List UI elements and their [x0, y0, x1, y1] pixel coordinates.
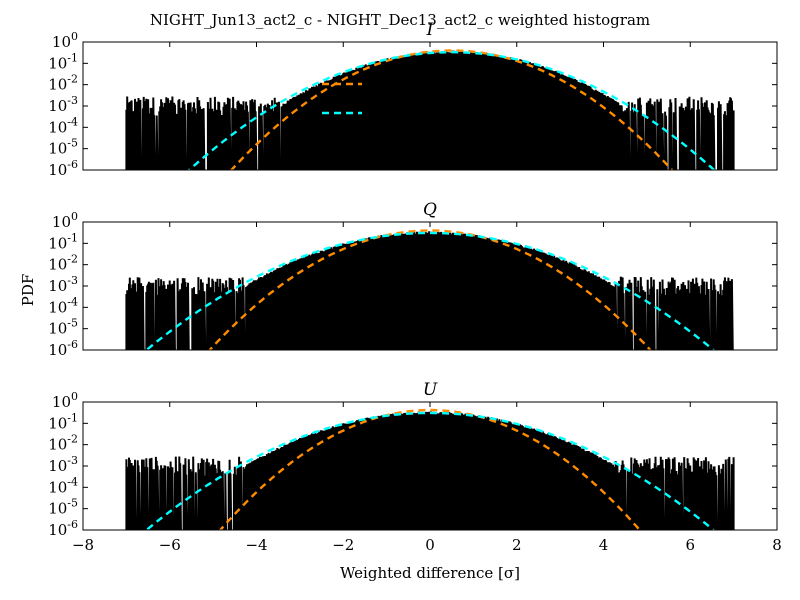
y-tick-label: 10-1: [48, 51, 78, 72]
x-tick-label: −4: [245, 536, 267, 554]
x-tick-label: 2: [512, 536, 522, 554]
y-tick-label: 10-1: [48, 231, 78, 252]
x-tick-label: −8: [72, 536, 94, 554]
y-tick-label: 10-1: [48, 411, 78, 432]
fitted-gaussian-curve: [144, 231, 716, 350]
y-tick-label: 10-5: [48, 497, 78, 518]
x-tick-label: −6: [159, 536, 181, 554]
y-tick-label: 10-5: [48, 317, 78, 338]
figure-title: NIGHT_Jun13_act2_c - NIGHT_Dec13_act2_c …: [150, 11, 650, 29]
y-tick-label: 10-3: [48, 94, 78, 115]
y-tick-label: 10-6: [48, 158, 78, 179]
panel-q-plot-area: [125, 229, 734, 350]
y-tick-label: 10-2: [48, 253, 78, 274]
legend-label: Data: [377, 132, 423, 154]
x-tick-label: 8: [772, 536, 782, 554]
panel-u-title: U: [423, 380, 438, 400]
y-tick-label: 10-5: [48, 137, 78, 158]
data-histogram: [125, 411, 735, 530]
panel-q-title: Q: [423, 200, 437, 220]
legend-swatch: [320, 133, 362, 151]
legend: White noise Fitted Gaussian Data: [320, 74, 529, 154]
y-tick-label: 10-6: [48, 338, 78, 359]
panel-i-title: I: [426, 20, 434, 40]
legend-label: White noise: [377, 74, 491, 96]
panel-i-plot-area: [125, 49, 735, 170]
x-axis-label: Weighted difference [σ]: [340, 564, 520, 582]
x-tick-label: 0: [425, 536, 435, 554]
y-axis-label: PDF: [19, 274, 37, 307]
y-tick-label: 10-4: [48, 475, 78, 496]
y-tick-label: 100: [52, 390, 78, 411]
panels: I10-610-510-410-310-210-1100Q10-610-510-…: [48, 20, 782, 554]
y-tick-label: 10-3: [48, 454, 78, 475]
x-tick-label: 4: [599, 536, 609, 554]
y-tick-label: 10-2: [48, 73, 78, 94]
legend-label: Fitted Gaussian: [377, 103, 529, 125]
y-tick-label: 100: [52, 30, 78, 51]
y-tick-label: 10-3: [48, 274, 78, 295]
y-tick-label: 10-4: [48, 295, 78, 316]
x-tick-label: −2: [332, 536, 354, 554]
y-tick-label: 100: [52, 210, 78, 231]
data-histogram: [125, 231, 734, 350]
y-tick-label: 10-4: [48, 115, 78, 136]
y-tick-label: 10-2: [48, 433, 78, 454]
x-tick-label: 6: [685, 536, 695, 554]
panel-u-plot-area: [125, 408, 735, 530]
fitted-gaussian-curve: [144, 411, 716, 530]
fitted-gaussian-curve: [187, 51, 716, 170]
